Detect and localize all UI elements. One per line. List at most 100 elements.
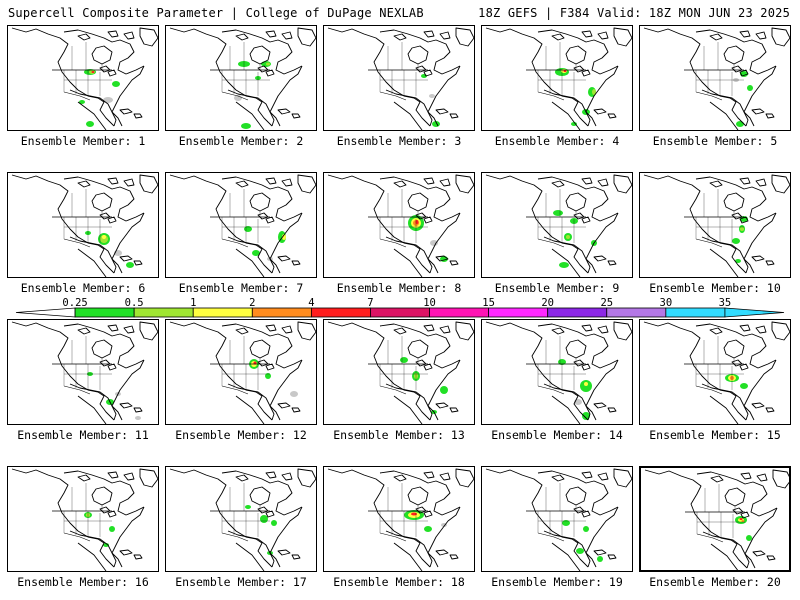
central-america-outline [77, 248, 107, 277]
hudson-bay-outline [724, 487, 746, 507]
us-mexico-border [537, 532, 565, 542]
canada-province-borders [229, 483, 261, 511]
member-caption: Ensemble Member: 9 [494, 281, 620, 295]
east-coast-outline [111, 65, 145, 127]
canada-arctic-coast [379, 176, 461, 222]
east-coast-outline [585, 212, 619, 274]
caribbean-islands-outline [435, 108, 459, 119]
ensemble-panel [323, 25, 475, 131]
member-caption: Ensemble Member: 13 [333, 428, 465, 442]
caribbean-islands-outline [119, 255, 143, 266]
gulf-coast-outline [543, 236, 587, 260]
scp-contour-lime [740, 227, 744, 231]
member-caption: Ensemble Member: 12 [175, 428, 307, 442]
canada-province-borders [71, 336, 103, 364]
scale-swatch [429, 307, 490, 318]
scp-contour-green [126, 262, 134, 268]
greenland-outline [455, 468, 474, 488]
greenland-outline [139, 27, 158, 47]
scp-contour-green [424, 526, 432, 532]
hudson-bay-outline [91, 339, 113, 359]
ensemble-panel [7, 466, 159, 572]
east-coast-outline [427, 506, 461, 568]
east-coast-outline [111, 359, 145, 421]
greenland-outline [139, 174, 158, 194]
ensemble-panel [323, 466, 475, 572]
ensemble-panel [165, 466, 317, 572]
us-mexico-border [221, 385, 249, 395]
us-mexico-border [221, 532, 249, 542]
north-america-coastline [11, 27, 115, 127]
gulf-coast-outline [385, 89, 429, 113]
scale-tick-label: 2 [249, 297, 255, 309]
scale-right-arrow [724, 307, 785, 318]
central-america-outline [393, 248, 423, 277]
north-america-coastline [643, 321, 747, 421]
scp-contour-green [583, 526, 589, 532]
east-coast-outline [585, 506, 619, 568]
gulf-coast-outline [69, 236, 113, 260]
hudson-bay-outline [91, 192, 113, 212]
arctic-islands-outline [551, 471, 609, 482]
scale-tick-label: 20 [541, 297, 554, 309]
canada-province-borders [703, 336, 735, 364]
gulf-coast-outline [701, 236, 745, 260]
us-mexico-border [63, 238, 91, 248]
gulf-coast-outline [385, 383, 429, 407]
scp-contour-gray [103, 97, 113, 103]
map-plot [169, 174, 316, 277]
member-caption: Ensemble Member: 3 [336, 134, 462, 148]
hudson-bay-outline [91, 45, 113, 65]
greenland-outline [613, 174, 632, 194]
ensemble-panel [481, 466, 633, 572]
map-plot [644, 469, 789, 570]
canada-arctic-coast [221, 470, 303, 516]
scp-contour-lime [592, 89, 596, 95]
central-america-outline [77, 542, 107, 571]
us-state-borders [695, 364, 744, 390]
scp-contour-red [563, 70, 567, 72]
central-america-outline [551, 395, 581, 424]
scp-contour-green [571, 122, 577, 126]
scp-contour-green [562, 520, 570, 526]
hudson-bay-outline [407, 339, 429, 359]
central-america-outline [710, 543, 739, 570]
gulf-coast-outline [227, 236, 271, 260]
us-mexico-border [63, 385, 91, 395]
map-plot [11, 174, 158, 277]
florida-outline [111, 552, 117, 568]
caribbean-islands-outline [119, 108, 143, 119]
central-america-outline [235, 542, 265, 571]
canada-province-borders [71, 189, 103, 217]
arctic-islands-outline [393, 30, 451, 41]
canada-arctic-coast [696, 471, 778, 517]
scp-contour-green [576, 548, 584, 554]
greenland-outline [297, 468, 316, 488]
map-plot [11, 27, 158, 130]
north-america-coastline [485, 27, 589, 127]
gulf-coast-outline [543, 383, 587, 407]
central-america-outline [709, 248, 739, 277]
north-america-coastline [643, 27, 747, 127]
scp-contour-green [559, 262, 569, 268]
scp-contour-green [103, 543, 109, 547]
scp-contour-green [735, 259, 741, 263]
member-caption: Ensemble Member: 11 [17, 428, 149, 442]
hudson-bay-outline [249, 486, 271, 506]
florida-outline [111, 111, 117, 127]
arctic-islands-outline [77, 30, 135, 41]
us-mexico-border [695, 385, 723, 395]
florida-outline [269, 111, 275, 127]
ensemble-panel [639, 466, 791, 572]
scp-contour-green [440, 386, 448, 394]
caribbean-islands-outline [593, 108, 617, 119]
ensemble-panel [165, 25, 317, 131]
arctic-islands-outline [710, 472, 768, 483]
scale-swatch [74, 307, 135, 318]
member-caption: Ensemble Member: 20 [649, 575, 781, 589]
scale-swatch [606, 307, 667, 318]
scale-tick-label: 25 [600, 297, 613, 309]
greenland-outline [455, 174, 474, 194]
greenland-outline [613, 27, 632, 47]
